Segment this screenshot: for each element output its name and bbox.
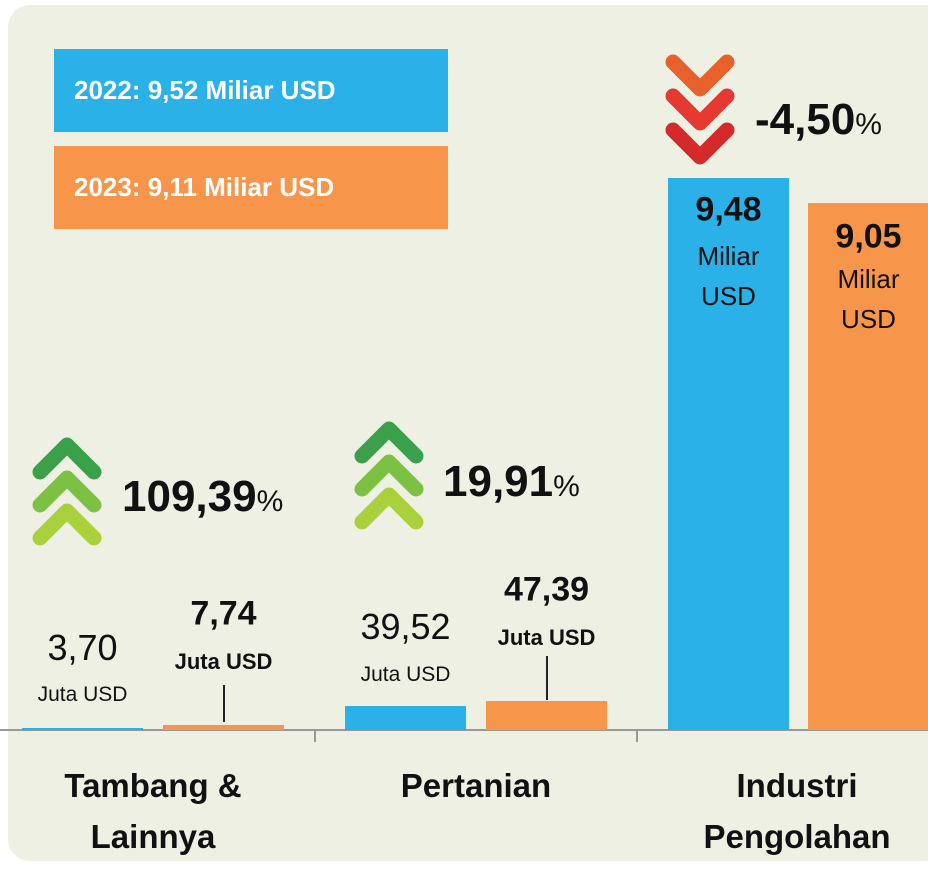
change-unit: % xyxy=(256,485,284,518)
category-label: Industri Pengolahan xyxy=(703,767,891,855)
change-label: 109,39% xyxy=(122,472,283,522)
legend-entry: 2023: 9,11 Miliar USD xyxy=(54,146,448,229)
value-label: 39,52 xyxy=(360,606,451,647)
legend-entry: 2022: 9,52 Miliar USD xyxy=(54,49,448,132)
value-label: 3,70 xyxy=(47,627,118,668)
bar xyxy=(808,203,928,730)
unit-label: Juta USD xyxy=(37,683,128,706)
category-label: Pertanian xyxy=(400,767,552,804)
unit-label: Miliar USD xyxy=(697,241,760,311)
up-arrows xyxy=(354,421,424,530)
down-arrows xyxy=(665,54,735,165)
leader-line xyxy=(222,685,225,722)
category-label: Tambang & Lainnya xyxy=(64,767,242,855)
value-label: 7,74 xyxy=(190,594,257,633)
bar xyxy=(668,178,789,730)
value-label: 47,39 xyxy=(503,570,590,609)
bar xyxy=(163,725,284,730)
unit-label: Juta USD xyxy=(497,625,596,650)
change-value: 19,91 xyxy=(443,457,554,506)
unit-label: Miliar USD xyxy=(837,264,900,334)
up-arrows xyxy=(32,437,102,546)
bar xyxy=(486,701,607,730)
value-label: 9,48 xyxy=(695,190,762,229)
bar xyxy=(345,705,466,730)
unit-label: Juta USD xyxy=(174,649,273,674)
change-value: 109,39 xyxy=(122,472,257,521)
change-label: -4,50% xyxy=(755,95,882,145)
leader-line xyxy=(545,656,548,700)
value-label: 9,05 xyxy=(835,217,902,256)
change-label: 19,91% xyxy=(443,457,580,507)
change-unit: % xyxy=(553,470,580,503)
unit-label: Juta USD xyxy=(360,663,451,686)
bar xyxy=(22,727,143,730)
change-value: -4,50 xyxy=(755,95,856,144)
change-unit: % xyxy=(855,108,882,141)
